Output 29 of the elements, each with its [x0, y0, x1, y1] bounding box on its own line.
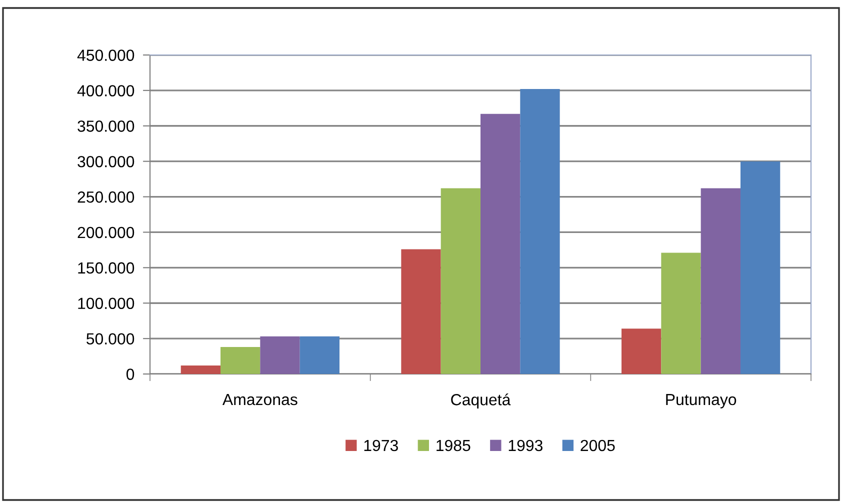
- bar: [622, 328, 662, 374]
- legend-label: 1985: [436, 440, 470, 452]
- y-tick-label: 150.000: [78, 262, 134, 274]
- bar: [480, 114, 520, 374]
- y-tick-label: 300.000: [78, 156, 134, 168]
- y-tick-label: 100.000: [78, 298, 134, 310]
- y-tick-label: 0: [126, 368, 134, 380]
- bar: [700, 188, 740, 374]
- y-tick-label: 250.000: [78, 191, 134, 203]
- y-tick-label: 50.000: [86, 333, 134, 344]
- bar: [220, 347, 260, 374]
- bar: [740, 161, 780, 374]
- y-tick-label: 400.000: [77, 85, 134, 96]
- x-tick-label: Caquetá: [451, 393, 511, 409]
- legend-label: 1973: [364, 440, 398, 452]
- bar: [440, 188, 480, 374]
- bar: [260, 336, 300, 374]
- x-tick-label: Putumayo: [666, 394, 736, 408]
- y-tick-label: 200.000: [78, 226, 134, 238]
- bar: [180, 365, 221, 374]
- bar: [401, 249, 441, 374]
- legend-label: 2005: [580, 440, 615, 452]
- bar: [520, 89, 560, 374]
- legend-label: 1993: [508, 440, 542, 452]
- bar: [661, 252, 701, 374]
- x-tick-label: Amazonas: [222, 394, 298, 406]
- bar: [300, 336, 340, 374]
- y-tick-label: 350.000: [78, 120, 134, 132]
- y-tick-label: 450.000: [77, 50, 134, 61]
